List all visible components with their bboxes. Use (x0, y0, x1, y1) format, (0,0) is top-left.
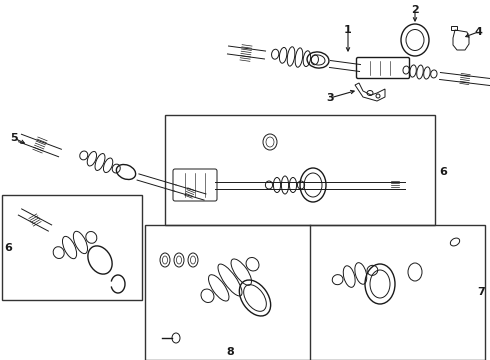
Text: 4: 4 (474, 27, 482, 37)
Text: 1: 1 (344, 25, 352, 35)
Text: 6: 6 (439, 167, 447, 177)
Text: 8: 8 (226, 347, 234, 357)
Text: 2: 2 (411, 5, 419, 15)
Text: 3: 3 (326, 93, 334, 103)
Text: 5: 5 (10, 133, 18, 143)
Text: 6: 6 (4, 243, 12, 253)
Text: 7: 7 (477, 287, 485, 297)
